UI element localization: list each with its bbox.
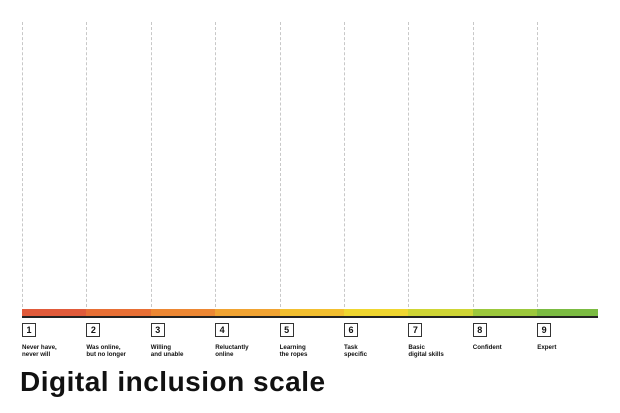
step-number-5: 5 [279,323,294,337]
gridline [150,22,152,312]
gridline [344,22,345,312]
page-title: Digital inclusion scale [20,366,326,397]
scale-bar-segment-1 [22,309,87,317]
scale-bar-segment-4 [215,309,280,317]
step-label-4: Reluctantly online [215,344,249,359]
step-number-4: 4 [215,323,230,337]
step-number-2: 2 [86,323,101,337]
step-number-9: 9 [537,323,552,337]
gridline [408,22,410,312]
step-number-6: 6 [344,323,358,337]
scale-bar-segment-2 [86,309,151,317]
step-number-1: 1 [22,323,36,337]
step-label-7: Basic digital skills [408,344,444,359]
scale-bar-segment-9 [537,309,598,317]
scale-bar-segment-6 [344,309,409,317]
gridline [86,22,88,312]
step-label-8: Confident [472,344,502,351]
scale-baseline [22,316,598,318]
step-label-3: Willing and unable [150,344,184,359]
step-label-9: Expert [537,344,557,351]
step-number-8: 8 [472,323,487,337]
scale-bar-segment-8 [472,309,538,317]
scale-bar-segment-3 [150,309,216,317]
step-number-3: 3 [150,323,165,337]
gridline [22,22,23,312]
scale-bar-segment-5 [279,309,344,317]
gridline [472,22,474,312]
step-label-5: Learning the ropes [279,344,308,359]
gridline [279,22,281,312]
step-label-2: Was online, but no longer [86,344,126,359]
gridline [537,22,539,312]
scale-bar-segment-7 [408,309,473,317]
gridline [215,22,217,312]
step-number-7: 7 [408,323,423,337]
step-label-1: Never have, never will [22,344,57,359]
step-label-6: Task specific [344,344,368,359]
